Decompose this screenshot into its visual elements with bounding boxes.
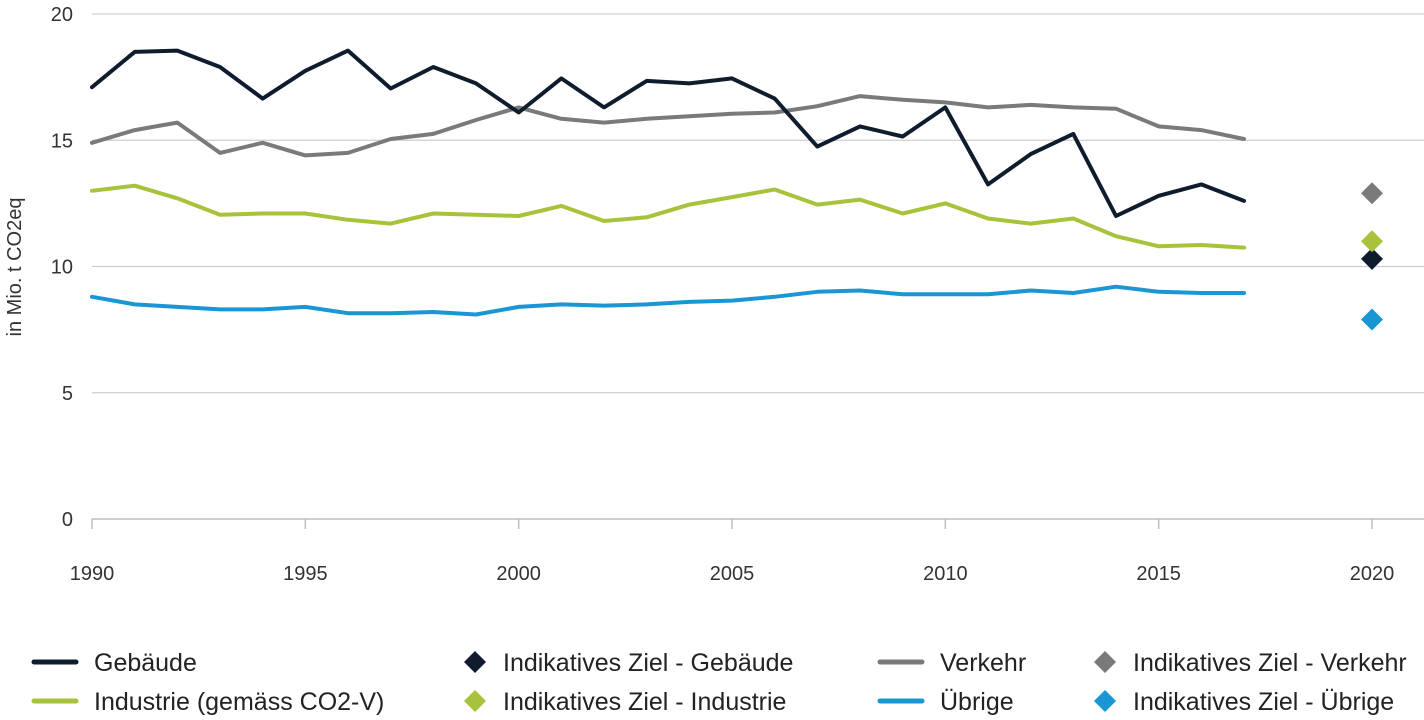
legend-label: Verkehr <box>940 649 1026 677</box>
x-axis: 1990 1995 2000 2005 2010 2015 2020 <box>70 518 1424 585</box>
y-tick-label: 5 <box>62 383 73 405</box>
legend-label: Industrie (gemäss CO2-V) <box>94 688 384 716</box>
legend-label: Indikatives Ziel - Gebäude <box>503 649 793 677</box>
x-tick-label: 2010 <box>923 563 968 585</box>
y-tick-label: 15 <box>51 130 73 152</box>
y-axis-tick-labels: 0 5 10 15 20 <box>51 4 73 531</box>
legend-label: Übrige <box>940 688 1014 716</box>
legend-diamond-swatch <box>1094 690 1116 712</box>
target-marker-1 <box>1361 182 1383 205</box>
series-line-0 <box>90 48 1246 218</box>
target-marker-2 <box>1361 230 1383 253</box>
y-tick-label: 10 <box>51 257 73 279</box>
legend-diamond-swatch <box>464 651 486 673</box>
series-line-2 <box>90 183 1246 250</box>
x-tick-label: 1990 <box>70 563 115 585</box>
target-marker-0 <box>1361 247 1383 270</box>
legend: Gebäude Indikatives Ziel - Gebäude Verkehr… <box>31 649 1407 716</box>
series-line-1 <box>90 94 1246 158</box>
series-line-3 <box>90 284 1246 317</box>
y-gridlines <box>92 13 1424 394</box>
legend-diamond-swatch <box>464 690 486 712</box>
y-tick-label: 20 <box>51 4 73 26</box>
x-tick-label: 2005 <box>710 563 755 585</box>
series-lines <box>90 48 1246 317</box>
x-tick-label: 1995 <box>283 563 328 585</box>
y-tick-label: 0 <box>62 509 73 531</box>
x-tick-label: 2000 <box>496 563 541 585</box>
target-markers <box>1361 182 1383 331</box>
x-tick-label: 2015 <box>1136 563 1181 585</box>
x-tick-label: 2020 <box>1350 563 1395 585</box>
target-marker-3 <box>1361 308 1383 331</box>
legend-diamond-swatch <box>1094 651 1116 673</box>
legend-label: Indikatives Ziel - Verkehr <box>1133 649 1407 677</box>
legend-label: Indikatives Ziel - Industrie <box>503 688 786 716</box>
y-axis-label: in Mio. t CO2eq <box>4 198 26 337</box>
legend-label: Indikatives Ziel - Übrige <box>1133 688 1394 716</box>
legend-label: Gebäude <box>94 649 197 677</box>
